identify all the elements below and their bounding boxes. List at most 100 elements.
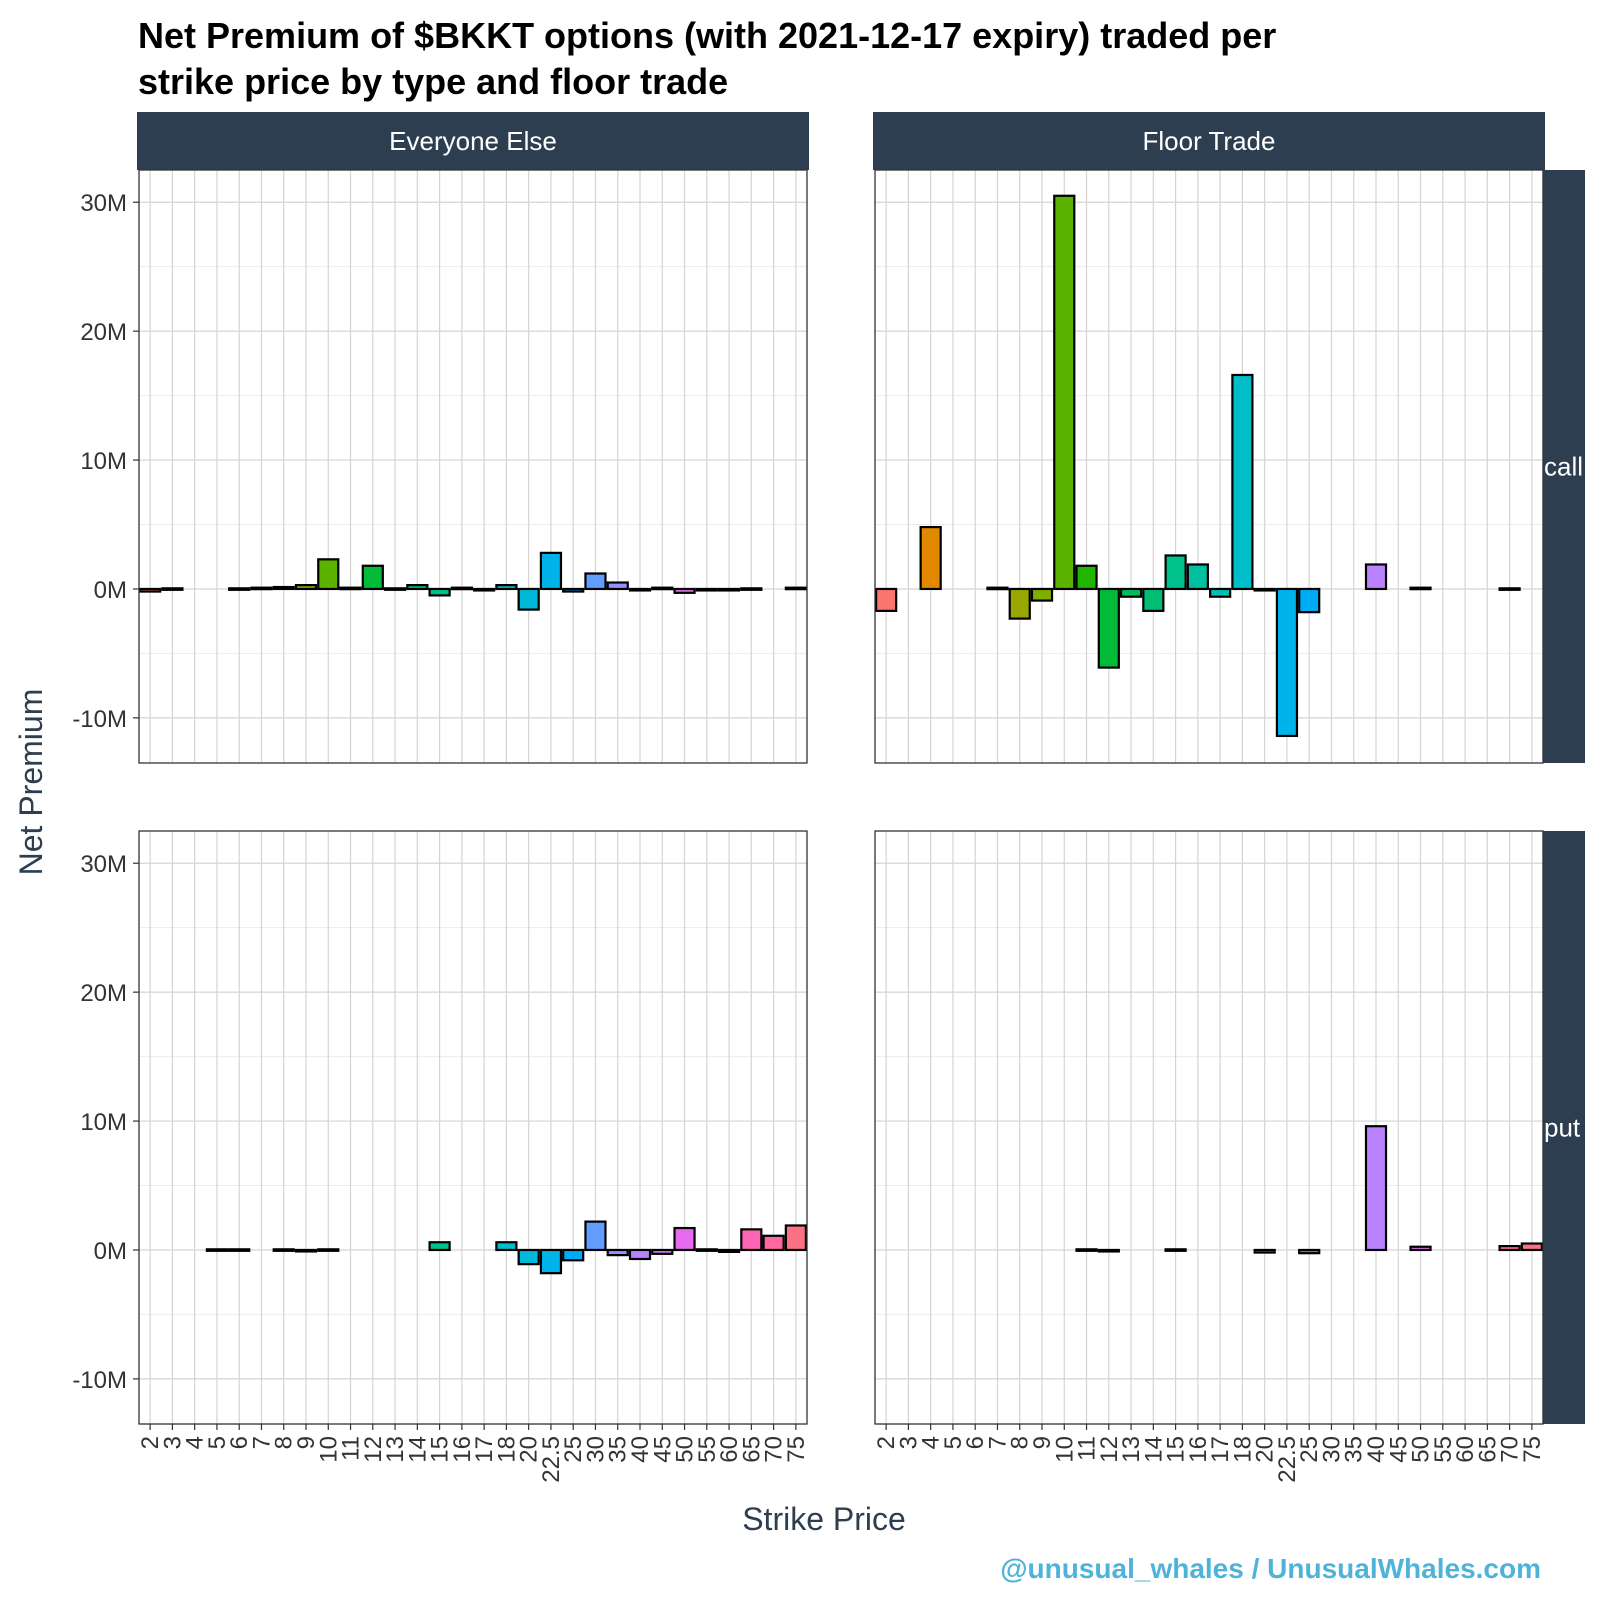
bar-floor-trade-call-strike-11: [1075, 564, 1098, 591]
bar-floor-trade-put-strike-40: [1364, 1125, 1388, 1252]
row-strip-label-call: call: [1544, 452, 1583, 482]
x-tick-label-strike-40: 40: [1363, 1436, 1390, 1463]
bar-everyone-else-put-strike-65: [740, 1228, 763, 1252]
x-tick-label-strike-75: 75: [783, 1436, 810, 1463]
bar-everyone-else-call-strike-15: [428, 587, 451, 597]
x-tick-label-strike-50: 50: [1408, 1436, 1435, 1463]
x-tick-label-strike-65: 65: [1474, 1436, 1501, 1463]
x-tick-label-strike-50: 50: [672, 1436, 699, 1463]
bar-floor-trade-call-strike-20: [1253, 587, 1276, 592]
column-strip-everyone-else: [137, 112, 809, 170]
x-tick-label-strike-2: 2: [137, 1436, 164, 1449]
bar-everyone-else-call-strike-9: [294, 583, 318, 591]
bar-everyone-else-call-strike-30: [584, 572, 607, 591]
bar-everyone-else-call-strike-12: [361, 564, 384, 591]
bar-floor-trade-call-strike-40: [1364, 563, 1388, 591]
x-tick-label-strike-45: 45: [649, 1436, 676, 1463]
x-tick-label-strike-18: 18: [493, 1436, 520, 1463]
bar-everyone-else-call-strike-65: [740, 587, 763, 591]
x-tick-label-strike-45: 45: [1385, 1436, 1412, 1463]
x-tick-label-strike-22-5: 22.5: [538, 1436, 565, 1483]
panel-everyone-else-put: -10M0M10M20M30M2345678910111213141516171…: [72, 830, 810, 1483]
x-tick-label-strike-12: 12: [1096, 1436, 1123, 1463]
bar-everyone-else-call-strike-45: [651, 586, 674, 591]
x-tick-label-strike-40: 40: [627, 1436, 654, 1463]
bar-everyone-else-call-strike-25: [562, 587, 585, 593]
bar-everyone-else-put-strike-60: [717, 1248, 741, 1254]
panel-floor-trade-call-border: [874, 169, 1544, 764]
x-tick-label-strike-8: 8: [1007, 1436, 1034, 1449]
column-strip-label-floor-trade: Floor Trade: [1143, 126, 1276, 156]
bar-everyone-else-call-strike-2: [139, 587, 162, 593]
bar-floor-trade-put-strike-25: [1298, 1248, 1321, 1255]
bar-floor-trade-call-strike-7: [986, 586, 1009, 591]
x-tick-label-strike-5: 5: [940, 1436, 967, 1449]
x-tick-label-strike-16: 16: [1185, 1436, 1212, 1463]
y-tick-label: 30M: [80, 190, 127, 217]
bar-everyone-else-put-strike-55: [695, 1248, 718, 1252]
x-tick-label-strike-7: 7: [248, 1436, 275, 1449]
bar-everyone-else-call-strike-7: [250, 586, 273, 591]
x-tick-label-strike-3: 3: [895, 1436, 922, 1449]
bar-everyone-else-put-strike-9: [294, 1248, 318, 1253]
x-tick-label-strike-14: 14: [404, 1436, 431, 1463]
bar-everyone-else-put-strike-25: [562, 1248, 585, 1262]
bar-floor-trade-call-strike-70: [1498, 587, 1521, 591]
x-tick-label-strike-70: 70: [1497, 1436, 1524, 1463]
bar-everyone-else-call-strike-3: [161, 587, 184, 591]
x-tick-label-strike-22-5: 22.5: [1274, 1436, 1301, 1483]
x-tick-label-strike-35: 35: [1341, 1436, 1368, 1463]
x-tick-label-strike-5: 5: [204, 1436, 231, 1449]
x-tick-label-strike-17: 17: [471, 1436, 498, 1463]
x-tick-label-strike-55: 55: [694, 1436, 721, 1463]
x-tick-label-strike-18: 18: [1229, 1436, 1256, 1463]
panel-everyone-else-call-border: [138, 169, 808, 764]
column-strip-floor-trade: [873, 112, 1545, 170]
bar-everyone-else-put-strike-30: [584, 1220, 607, 1252]
x-tick-label-strike-55: 55: [1430, 1436, 1457, 1463]
x-tick-label-strike-11: 11: [338, 1436, 365, 1461]
bar-floor-trade-put-strike-15: [1164, 1248, 1187, 1252]
bar-everyone-else-put-strike-45: [651, 1248, 674, 1255]
x-tick-label-strike-9: 9: [293, 1436, 320, 1449]
bar-floor-trade-call-strike-14: [1142, 587, 1165, 612]
bar-everyone-else-call-strike-75: [784, 586, 807, 591]
x-tick-label-strike-9: 9: [1029, 1436, 1056, 1449]
chart-title-line-1: Net Premium of $BKKT options (with 2021-…: [138, 15, 1276, 56]
bar-everyone-else-call-strike-13: [383, 587, 407, 591]
x-tick-label-strike-8: 8: [271, 1436, 298, 1449]
y-tick-label: -10M: [72, 706, 127, 733]
y-tick-label: 20M: [80, 980, 127, 1007]
bar-floor-trade-call-strike-9: [1030, 587, 1054, 602]
bar-floor-trade-put-strike-70: [1498, 1244, 1521, 1252]
row-strip-put: [1543, 831, 1585, 1424]
x-tick-label-strike-10: 10: [315, 1436, 342, 1463]
bar-floor-trade-call-strike-50: [1409, 586, 1432, 591]
bar-everyone-else-call-strike-22-5: [539, 551, 563, 591]
bar-everyone-else-put-strike-5: [205, 1248, 229, 1252]
bar-everyone-else-call-strike-8: [272, 585, 295, 591]
panel-everyone-else-put-border: [138, 830, 808, 1425]
panel-floor-trade-call-background: [875, 170, 1543, 763]
x-tick-label-strike-7: 7: [984, 1436, 1011, 1449]
panel-everyone-else-put-background: [139, 831, 807, 1424]
bar-everyone-else-put-strike-35: [606, 1248, 629, 1257]
bar-everyone-else-call-strike-40: [628, 587, 652, 592]
x-tick-label-strike-6: 6: [962, 1436, 989, 1449]
bar-everyone-else-put-strike-15: [428, 1241, 451, 1252]
bar-everyone-else-call-strike-20: [517, 587, 540, 611]
panel-everyone-else-call-background: [139, 170, 807, 763]
bar-floor-trade-call-strike-22-5: [1275, 587, 1299, 738]
bar-everyone-else-call-strike-18: [495, 583, 518, 591]
bar-everyone-else-put-strike-22-5: [539, 1248, 563, 1275]
x-tick-label-strike-20: 20: [516, 1436, 543, 1463]
bar-floor-trade-put-strike-12: [1097, 1248, 1120, 1253]
bar-floor-trade-put-strike-20: [1253, 1248, 1276, 1254]
x-tick-label-strike-35: 35: [605, 1436, 632, 1463]
bar-floor-trade-call-strike-17: [1209, 587, 1232, 598]
x-tick-label-strike-15: 15: [1163, 1436, 1190, 1463]
bar-everyone-else-call-strike-35: [606, 581, 629, 591]
bar-floor-trade-put-strike-50: [1409, 1245, 1432, 1252]
y-tick-label: 10M: [80, 1109, 127, 1136]
